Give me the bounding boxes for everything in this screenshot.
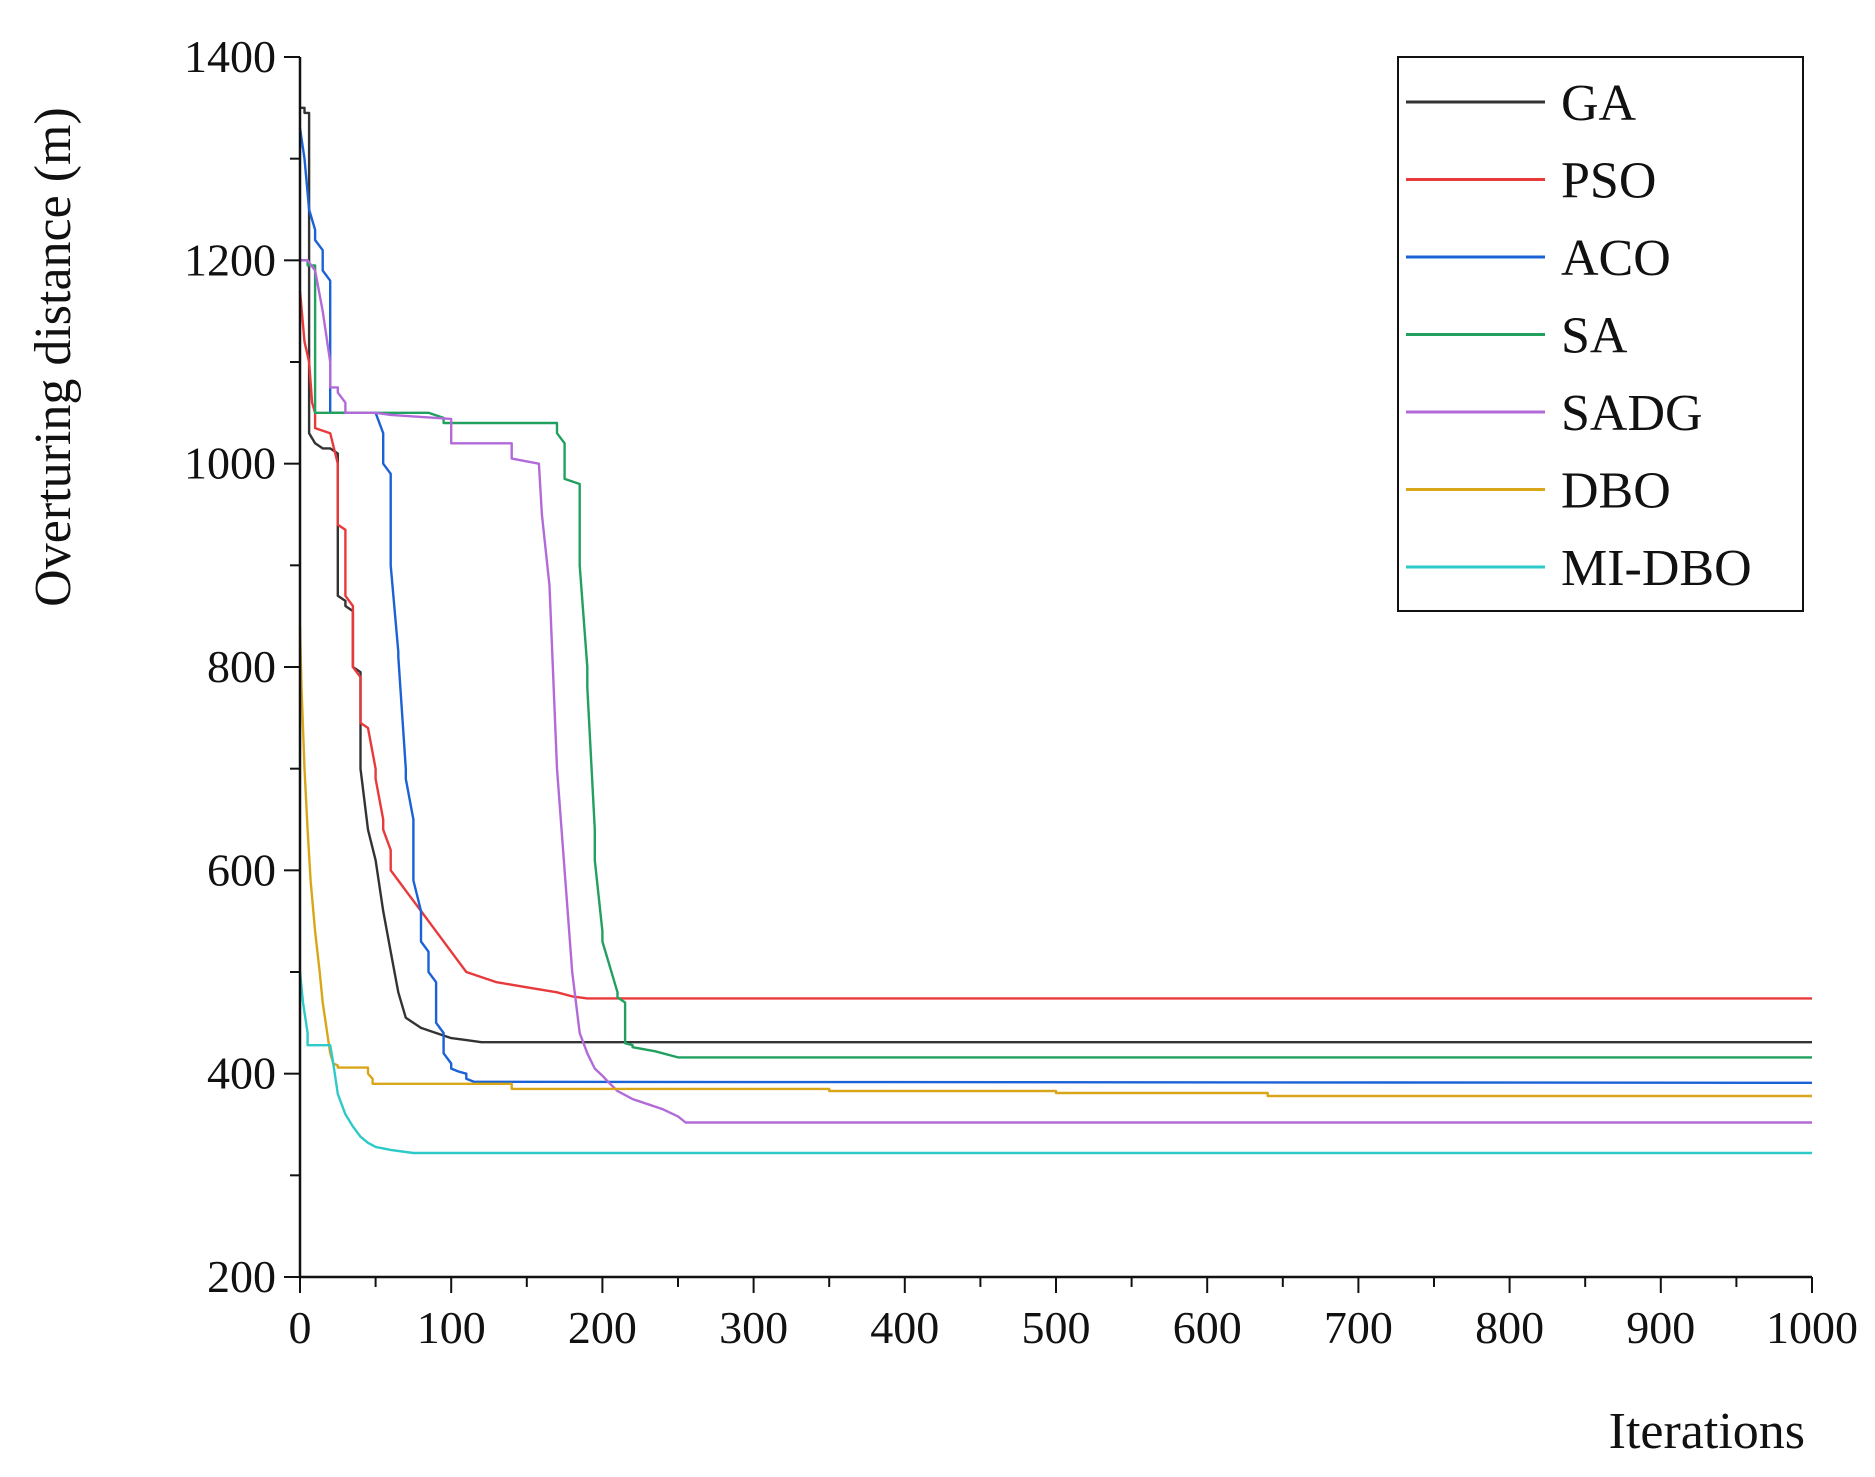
series-line-ga [300,106,1812,1044]
x-tick-label: 500 [1022,1302,1091,1353]
legend-label-ga: GA [1561,75,1637,132]
y-axis-title: Overturing distance (m) [25,107,82,607]
y-tick-label: 800 [207,641,276,692]
legend-label-sadg: SADG [1561,385,1703,442]
y-tick-label: 1200 [184,234,276,285]
series-line-mi-dbo [298,971,1812,1155]
y-tick-label: 600 [207,844,276,895]
series-line-aco [298,128,1813,1084]
x-tick-label: 0 [289,1302,312,1353]
x-tick-label: 200 [568,1302,637,1353]
x-tick-label: 300 [719,1302,788,1353]
x-tick-label: 100 [417,1302,486,1353]
x-tick-label: 900 [1626,1302,1695,1353]
legend-label-dbo: DBO [1561,463,1671,520]
x-tick-label: 400 [870,1302,939,1353]
plot-lines [298,106,1813,1155]
axes: 200 400 600 800 1000 1200 1400 0 100 200 300 400 500… [184,31,1858,1353]
x-tick-label: 700 [1324,1302,1393,1353]
series-line-sa [300,259,1812,1059]
y-tick-label: 400 [207,1048,276,1099]
y-tick-label: 1000 [184,438,276,489]
legend-label-pso: PSO [1561,153,1656,210]
x-axis-title: Iterations [1609,1403,1805,1460]
legend-label-sa: SA [1561,308,1628,365]
legend-label-mi-dbo: MI-DBO [1561,540,1752,597]
y-tick-label: 200 [207,1251,276,1302]
x-tick-label: 1000 [1766,1302,1858,1353]
y-tick-label: 1400 [184,31,276,82]
legend-label-aco: ACO [1561,230,1671,287]
x-tick-label: 600 [1173,1302,1242,1353]
legend: GA PSO ACO SA SADG DBO MI-DBO [1397,56,1804,612]
x-tick-label: 800 [1475,1302,1544,1353]
series-line-pso [298,290,1812,1000]
series-line-dbo [298,626,1812,1098]
series-line-sadg [300,259,1812,1124]
